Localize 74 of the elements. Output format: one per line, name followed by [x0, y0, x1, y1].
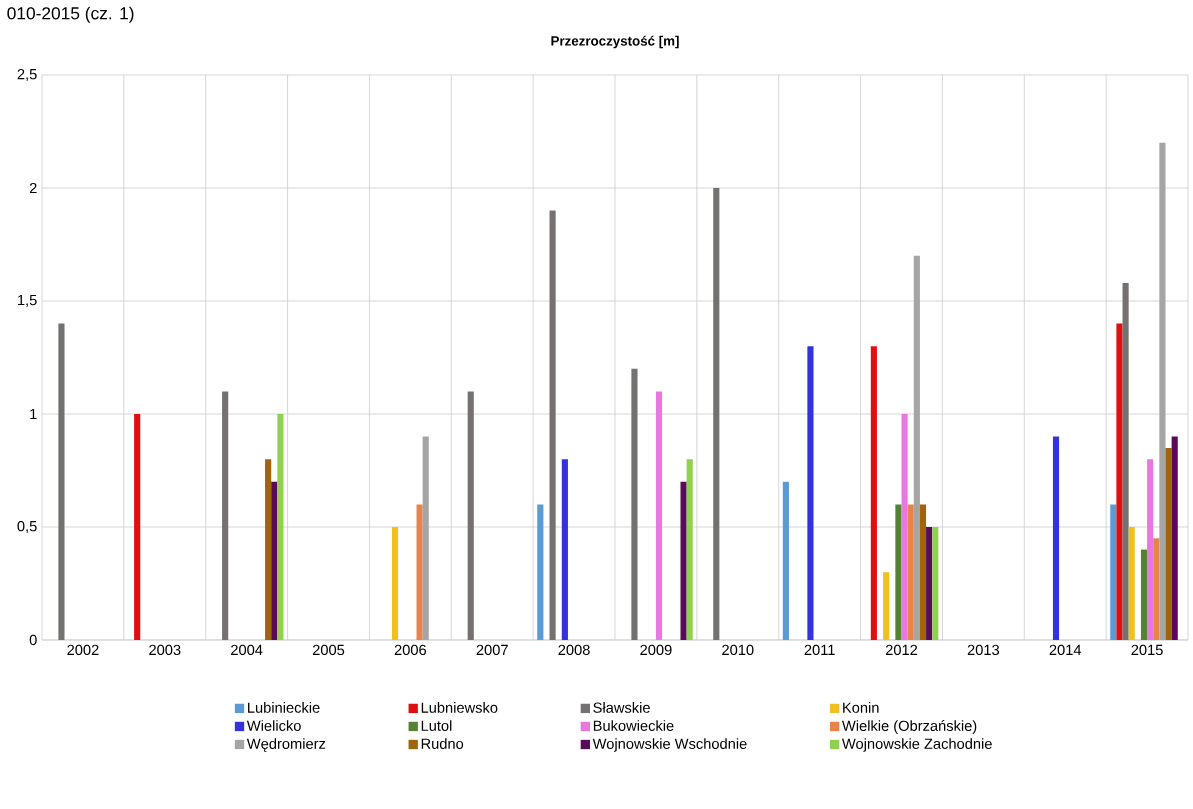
x-tick-label: 2015	[1131, 644, 1163, 656]
bar	[870, 346, 877, 640]
x-tick-label: 2014	[1049, 644, 1082, 656]
bar	[713, 187, 720, 640]
bar	[265, 459, 272, 640]
legend-label: Wielicko	[246, 720, 301, 731]
x-tick-label: 2010	[722, 644, 754, 656]
chart-title: Przezroczystość [m]	[551, 35, 679, 49]
x-tick-label: 2013	[967, 644, 1000, 656]
bar	[1140, 549, 1148, 640]
bar	[1110, 504, 1117, 640]
bar	[277, 413, 284, 640]
legend-label: Lubniewsko	[421, 702, 498, 713]
bar	[926, 526, 933, 640]
bar	[655, 391, 663, 640]
y-tick-label: 2,5	[17, 68, 37, 82]
x-tick-label: 2007	[476, 644, 508, 656]
bar	[1165, 447, 1172, 640]
bar	[1153, 538, 1160, 640]
y-tick-label: 2	[29, 182, 37, 194]
bar	[222, 391, 229, 640]
bar	[1159, 142, 1166, 640]
x-tick-label: 2008	[558, 644, 590, 656]
legend-label: Lubinieckie	[248, 702, 320, 713]
bar	[134, 413, 141, 640]
bar	[391, 526, 399, 640]
x-tick-label: 2006	[394, 644, 427, 656]
bar	[58, 323, 65, 640]
bar	[919, 504, 927, 640]
bar	[631, 368, 638, 640]
bar	[913, 255, 920, 640]
bar	[782, 481, 789, 640]
x-tick-label: 2009	[640, 644, 672, 656]
x-tick-label: 2011	[804, 644, 835, 656]
bar	[1122, 282, 1129, 640]
legend-label: Wielkie (Obrzańskie)	[842, 720, 977, 734]
legend-label: Wojnowskie Zachodnie	[842, 738, 992, 752]
legend-label: Konin	[843, 702, 879, 713]
bar	[686, 459, 693, 640]
legend-label: Bukowieckie	[593, 720, 674, 731]
bar	[416, 504, 423, 640]
bar	[467, 391, 474, 640]
x-tick-label: 2005	[312, 644, 345, 656]
bar	[422, 436, 429, 640]
bar	[907, 504, 914, 640]
bar	[271, 481, 278, 640]
bar	[1171, 436, 1178, 640]
bar	[549, 210, 556, 640]
text: 010-2015 (cz. 1)	[7, 6, 134, 23]
bar	[561, 459, 568, 640]
y-tick-label: 0	[29, 634, 37, 646]
bar	[1128, 526, 1135, 640]
bar	[680, 481, 687, 640]
x-tick-label: 2004	[231, 644, 263, 656]
bar	[883, 572, 890, 640]
bar	[537, 504, 544, 640]
legend-label: Lutol	[421, 720, 452, 731]
bar	[1116, 323, 1123, 640]
x-tick-label: 2012	[885, 644, 918, 656]
y-tick-label: 1	[30, 408, 37, 420]
bar	[932, 526, 939, 640]
x-tick-label: 2003	[149, 644, 181, 656]
legend-label: Wędromierz	[246, 738, 326, 752]
bar	[807, 346, 814, 640]
x-tick-label: 2002	[67, 644, 99, 656]
bar	[901, 413, 908, 640]
legend-label: Rudno	[421, 738, 464, 749]
bar	[1052, 436, 1060, 640]
bar	[1147, 459, 1154, 640]
legend-label: Wojnowskie Wschodnie	[592, 738, 747, 752]
bar	[895, 504, 902, 640]
y-tick-label: 0,5	[17, 520, 37, 534]
y-tick-label: 1,5	[18, 295, 37, 307]
legend-label: Sławskie	[593, 702, 650, 713]
